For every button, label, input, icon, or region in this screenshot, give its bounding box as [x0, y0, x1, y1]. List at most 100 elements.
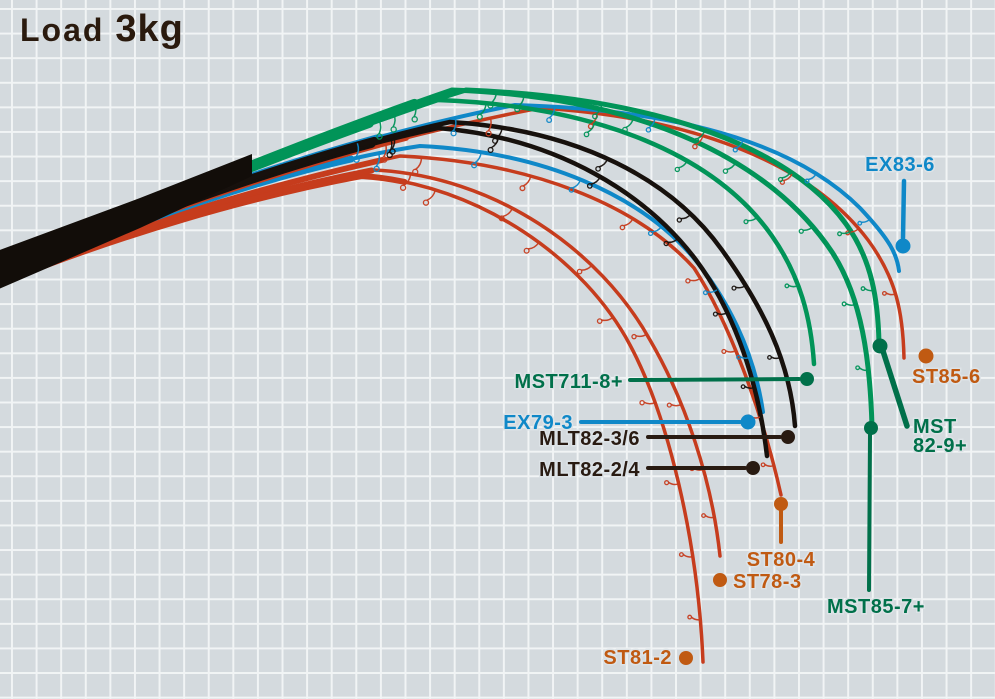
guide-loop-mst82-9-4 — [777, 176, 784, 183]
guide-ring-ex83-6-5 — [807, 173, 817, 181]
guide-loop-mst711-8-1 — [476, 113, 483, 120]
model-label-ex79-3: EX79-3 — [503, 412, 573, 434]
guide-ring-mlt82-36-0 — [391, 135, 396, 150]
guide-ring-st80-4-3 — [689, 277, 701, 282]
guide-ring-ex79-3-2 — [571, 179, 582, 189]
tip-dot-st78-3 — [713, 573, 727, 587]
guide-ring-mst711-8-1 — [479, 103, 487, 116]
model-label-st78-3: ST78-3 — [733, 571, 802, 593]
guide-loop-st78-3-6 — [701, 513, 707, 519]
model-label-mst82-9-line2: 82-9+ — [913, 435, 967, 457]
guide-loop-mst82-9-5 — [837, 231, 843, 237]
guide-loop-mst711-8-3 — [674, 166, 681, 173]
guide-loop-mst82-9-3 — [693, 137, 700, 144]
guide-loop-st81-2-2 — [596, 318, 603, 324]
rod-curve-st80-4 — [0, 154, 783, 497]
guide-loop-mst711-8-0 — [376, 133, 383, 140]
guide-loop-st78-3-0 — [399, 184, 407, 191]
label-pointer-mst82-9 — [880, 348, 910, 429]
guide-ring-mst711-8-5 — [788, 284, 799, 288]
rod-curve-ex79-3 — [0, 143, 765, 414]
guide-loop-mlt82-24-2 — [586, 183, 593, 189]
guide-loop-mst85-7-3 — [722, 168, 729, 174]
guide-ring-st80-4-0 — [414, 157, 423, 171]
guide-loop-mlt82-36-4 — [731, 285, 737, 291]
load-label: Load — [20, 12, 105, 48]
curve-butt-ex79-3 — [0, 142, 767, 416]
guide-loop-st80-4-6 — [760, 462, 766, 468]
guide-loop-st78-3-1 — [498, 215, 505, 222]
model-label-st80-4: ST80-4 — [747, 549, 816, 571]
label-pointer-ex83-6 — [900, 178, 907, 241]
guide-loop-ex79-3-1 — [471, 162, 478, 169]
tip-dot-st85-6 — [918, 348, 934, 364]
guide-ring-mst711-8-3 — [678, 160, 688, 169]
guide-loop-mlt82-24-5 — [740, 384, 746, 390]
guide-loop-mlt82-36-1 — [492, 137, 499, 144]
guide-loop-mst82-9-2 — [592, 113, 598, 120]
guide-loop-st78-3-2 — [576, 268, 583, 275]
model-label-mlt82-36: MLT82-3/6 — [539, 428, 640, 450]
guide-loop-mlt82-36-3 — [676, 217, 683, 223]
guide-ring-st78-3-3 — [635, 333, 648, 338]
guide-loop-mst85-7-1 — [514, 106, 521, 113]
guide-ring-mst711-8-2 — [586, 122, 596, 134]
guide-loop-ex79-3-2 — [568, 187, 575, 193]
guide-ring-mst82-9-1 — [490, 91, 498, 105]
guide-ring-mst85-7-0 — [413, 102, 417, 118]
tip-dot-mst711-8 — [800, 372, 814, 386]
guide-ring-st78-3-1 — [502, 207, 514, 218]
guide-loop-mlt82-24-1 — [487, 146, 494, 154]
label-pointer-mst711-8 — [628, 377, 801, 382]
line-guides-layer — [353, 91, 896, 621]
tip-dot-ex83-6 — [895, 238, 911, 254]
guide-ring-ex79-3-3 — [651, 226, 663, 233]
guide-ring-mst711-8-4 — [747, 216, 758, 222]
model-label-mst82-9-line1: MST — [913, 416, 957, 438]
guide-loop-mst85-7-5 — [841, 301, 847, 307]
guide-ring-st80-4-4 — [725, 350, 737, 353]
guide-loop-ex79-3-4 — [702, 290, 709, 296]
label-pointer-mst85-7 — [867, 433, 872, 592]
guide-loop-mst711-8-4 — [743, 219, 749, 225]
guide-loop-st80-4-1 — [519, 185, 526, 192]
model-label-st85-6: ST85-6 — [912, 366, 981, 388]
guide-ring-st78-3-0 — [403, 173, 412, 187]
guide-loop-st85-6-0 — [380, 156, 388, 163]
rod-butt-trunk — [0, 154, 252, 289]
guide-loop-ex83-6-0 — [353, 156, 360, 163]
model-label-ex83-6: EX83-6 — [865, 154, 935, 176]
guide-ring-st80-4-1 — [522, 175, 532, 187]
guide-loop-mst85-7-6 — [855, 365, 861, 371]
guide-ring-ex83-6-2 — [548, 106, 556, 119]
guide-loop-mst711-8-2 — [583, 131, 590, 138]
model-label-st81-2: ST81-2 — [603, 647, 672, 669]
guide-loop-mst85-7-2 — [622, 126, 628, 133]
guide-loop-st80-4-2 — [619, 224, 626, 231]
model-label-mst711-8: MST711-8+ — [515, 371, 623, 393]
guide-ring-mlt82-36-4 — [735, 284, 747, 289]
guide-ring-ex79-3-0 — [375, 153, 381, 168]
guide-loop-st78-3-3 — [631, 333, 637, 340]
guide-loop-mlt82-24-4 — [712, 311, 718, 317]
rod-curve-st81-2 — [0, 174, 705, 664]
guide-loop-mlt82-36-0 — [389, 148, 396, 155]
guide-ring-mst85-7-3 — [726, 162, 737, 171]
guide-loop-ex83-6-6 — [857, 220, 863, 226]
guide-loop-mlt82-36-5 — [767, 354, 772, 360]
guide-ring-st78-3-4 — [670, 403, 682, 407]
guide-ring-st85-6-1 — [487, 117, 492, 132]
guide-ring-st81-2-2 — [601, 316, 614, 322]
guide-loop-st80-4-0 — [412, 168, 419, 176]
model-label-mlt82-24: MLT82-2/4 — [539, 459, 640, 481]
guide-loop-mst85-7-0 — [411, 116, 418, 123]
model-label-mst85-7: MST85-7+ — [827, 596, 925, 618]
guide-ring-ex79-3-1 — [474, 152, 482, 164]
tip-dot-mst85-7 — [864, 421, 878, 435]
load-value: 3kg — [115, 8, 184, 50]
guide-loop-ex83-6-1 — [450, 130, 457, 137]
guide-loop-st85-6-6 — [881, 290, 887, 296]
